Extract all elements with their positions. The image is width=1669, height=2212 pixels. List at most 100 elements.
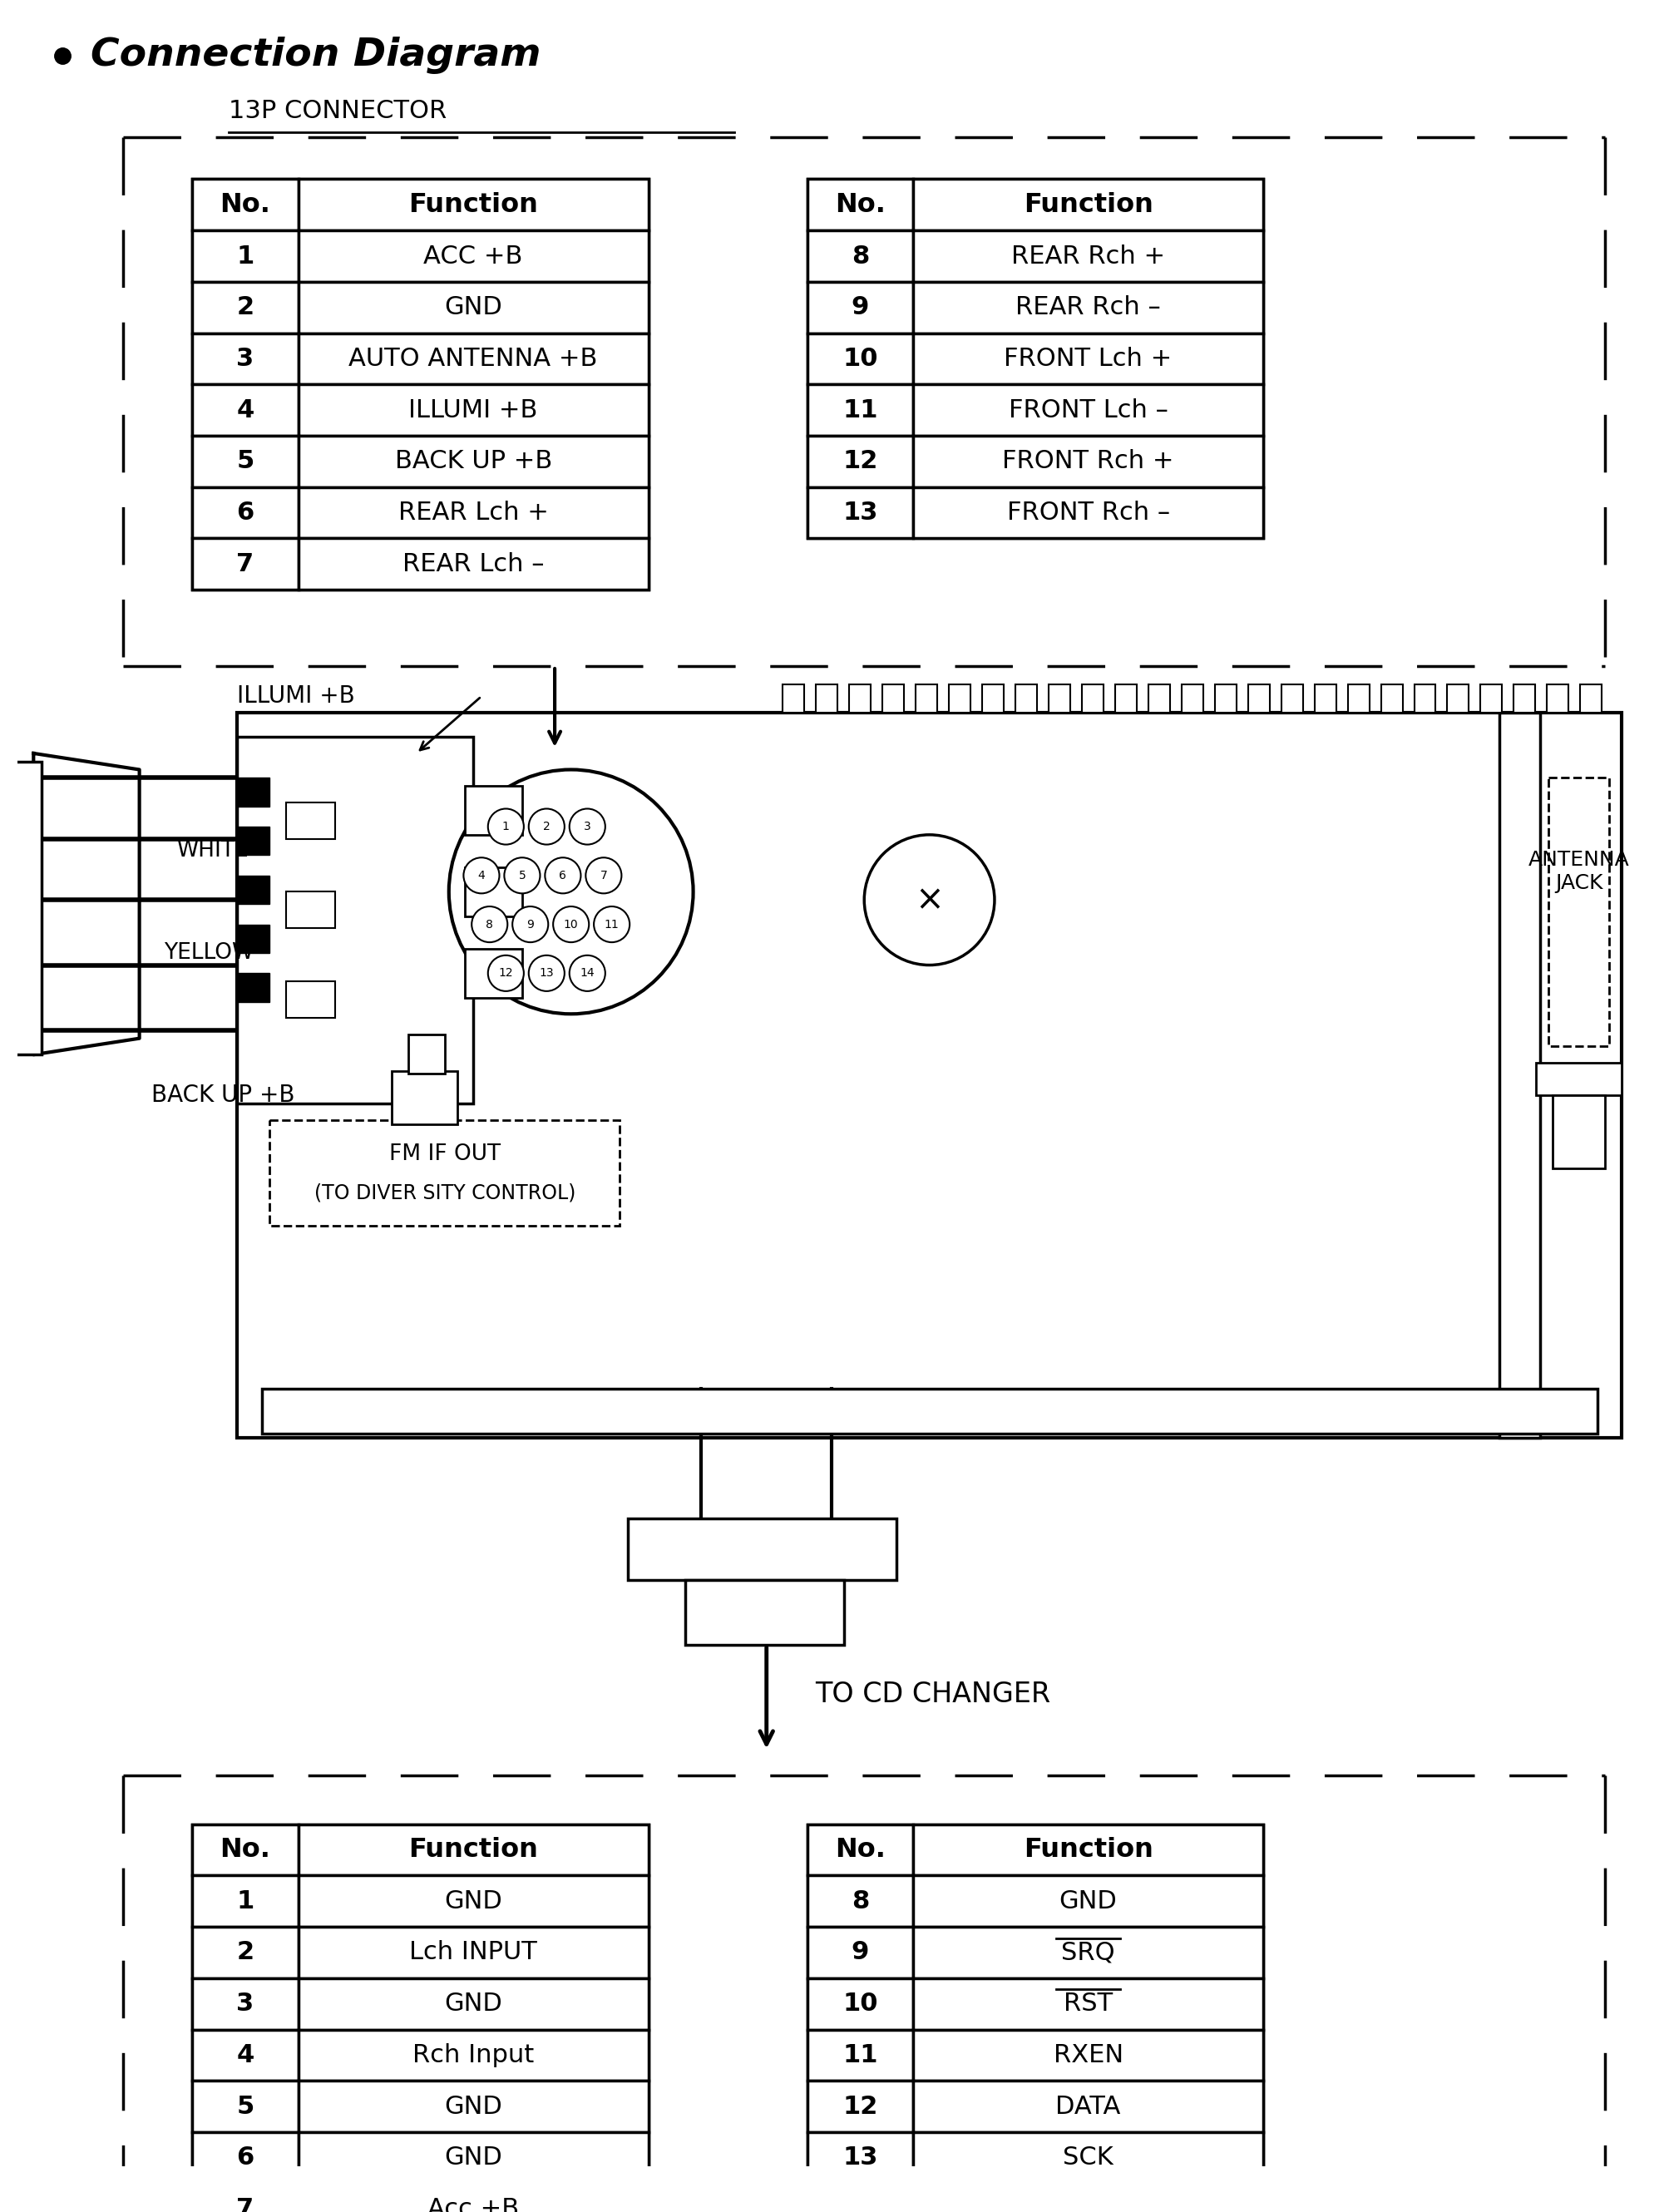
- Circle shape: [487, 810, 524, 845]
- Text: ×: ×: [915, 883, 945, 918]
- Text: RST: RST: [1063, 1991, 1113, 2015]
- Bar: [299, 2028, 648, 2081]
- Bar: [285, 891, 335, 929]
- Bar: [1447, 684, 1469, 712]
- Bar: [237, 925, 270, 953]
- Bar: [913, 385, 1263, 436]
- Text: ACC +B: ACC +B: [424, 243, 522, 268]
- Bar: [299, 487, 648, 538]
- Text: 13P CONNECTOR: 13P CONNECTOR: [229, 100, 447, 124]
- Text: 4: 4: [237, 2044, 254, 2068]
- Bar: [913, 1876, 1263, 1927]
- Bar: [628, 1520, 896, 1579]
- Text: Connection Diagram: Connection Diagram: [90, 38, 541, 73]
- Bar: [913, 1978, 1263, 2028]
- Bar: [808, 385, 913, 436]
- Text: 3: 3: [237, 347, 254, 372]
- Circle shape: [546, 858, 581, 894]
- Text: 12: 12: [843, 2095, 878, 2119]
- Circle shape: [512, 907, 547, 942]
- Bar: [808, 179, 913, 230]
- Circle shape: [464, 858, 499, 894]
- Text: WHITE: WHITE: [175, 841, 249, 863]
- Bar: [808, 1978, 913, 2028]
- Bar: [808, 334, 913, 385]
- Text: 9: 9: [851, 296, 870, 319]
- Bar: [192, 334, 299, 385]
- Text: YELLOW: YELLOW: [164, 942, 254, 964]
- Bar: [1552, 1095, 1606, 1168]
- Bar: [1115, 684, 1137, 712]
- Circle shape: [449, 770, 693, 1013]
- Text: Rch Input: Rch Input: [412, 2044, 534, 2068]
- Bar: [192, 230, 299, 281]
- Text: 6: 6: [237, 2146, 254, 2170]
- Text: REAR Lch –: REAR Lch –: [402, 553, 544, 575]
- Bar: [1414, 684, 1435, 712]
- Bar: [192, 1825, 299, 1876]
- Bar: [299, 2081, 648, 2132]
- Bar: [1547, 684, 1569, 712]
- Text: ILLUMI +B: ILLUMI +B: [409, 398, 537, 422]
- Bar: [192, 538, 299, 591]
- Text: SCK: SCK: [1063, 2146, 1113, 2170]
- Bar: [192, 1825, 648, 2212]
- Text: 3: 3: [584, 821, 591, 832]
- Bar: [192, 2081, 299, 2132]
- Bar: [1549, 779, 1609, 1046]
- Text: GND: GND: [444, 1991, 502, 2015]
- Text: No.: No.: [834, 192, 886, 217]
- Circle shape: [529, 810, 564, 845]
- Text: 8: 8: [851, 243, 870, 268]
- Text: 4: 4: [477, 869, 486, 880]
- Text: 13: 13: [843, 500, 878, 524]
- Text: 1: 1: [237, 243, 254, 268]
- Bar: [237, 973, 270, 1002]
- Bar: [192, 487, 299, 538]
- Bar: [1215, 684, 1237, 712]
- Bar: [237, 779, 270, 805]
- Bar: [1015, 684, 1036, 712]
- Bar: [808, 1927, 913, 1978]
- Bar: [913, 230, 1263, 281]
- Bar: [192, 436, 299, 487]
- Bar: [1514, 684, 1535, 712]
- Bar: [913, 1927, 1263, 1978]
- Text: GND: GND: [444, 2095, 502, 2119]
- Bar: [299, 1978, 648, 2028]
- Bar: [808, 230, 913, 281]
- Text: Lch INPUT: Lch INPUT: [409, 1940, 537, 1964]
- Text: No.: No.: [220, 1836, 270, 1863]
- Text: 5: 5: [237, 2095, 254, 2119]
- Text: 6: 6: [237, 500, 254, 524]
- Text: 8: 8: [486, 918, 494, 931]
- Text: Acc +B: Acc +B: [427, 2197, 519, 2212]
- Text: Function: Function: [409, 1836, 537, 1863]
- Text: 5: 5: [237, 449, 254, 473]
- Bar: [192, 2028, 299, 2081]
- Text: 2: 2: [542, 821, 551, 832]
- Text: 12: 12: [499, 967, 512, 980]
- Bar: [808, 2081, 913, 2132]
- Bar: [1347, 684, 1369, 712]
- Bar: [808, 1876, 913, 1927]
- Text: FRONT Lch –: FRONT Lch –: [1008, 398, 1168, 422]
- Text: Function: Function: [409, 192, 537, 217]
- Bar: [299, 334, 648, 385]
- Bar: [913, 2028, 1263, 2081]
- Bar: [808, 436, 913, 487]
- Text: GND: GND: [444, 2146, 502, 2170]
- Circle shape: [586, 858, 621, 894]
- Bar: [883, 684, 905, 712]
- Text: SRQ: SRQ: [1061, 1940, 1115, 1964]
- Bar: [192, 1927, 299, 1978]
- Text: 2: 2: [237, 296, 254, 319]
- Bar: [8, 761, 42, 1055]
- Bar: [913, 1825, 1263, 1876]
- Bar: [262, 1389, 1597, 1433]
- Circle shape: [504, 858, 541, 894]
- Bar: [466, 949, 522, 998]
- Bar: [192, 385, 299, 436]
- Bar: [808, 179, 1263, 538]
- Text: FM IF OUT: FM IF OUT: [389, 1144, 501, 1166]
